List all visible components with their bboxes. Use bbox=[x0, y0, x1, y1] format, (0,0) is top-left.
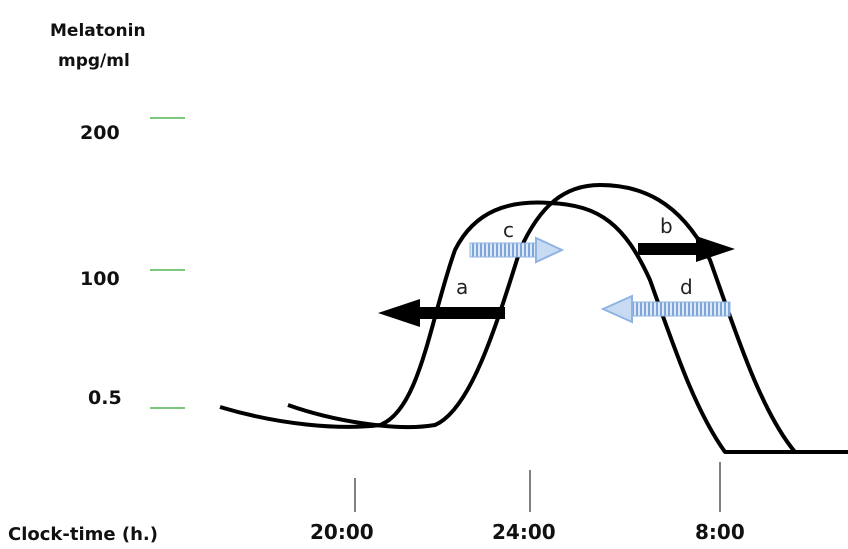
x-axis-title: Clock-time (h.) bbox=[8, 524, 158, 545]
arrow-a-shaft bbox=[415, 307, 505, 319]
arrow-b-label: b bbox=[660, 214, 673, 238]
arrow-b-head bbox=[696, 236, 735, 262]
x-tick-label-24: 24:00 bbox=[492, 520, 556, 544]
x-tick-label-20: 20:00 bbox=[310, 520, 374, 544]
y-axis-title-line1: Melatonin bbox=[50, 21, 146, 41]
arrow-c-label: c bbox=[503, 218, 514, 242]
x-tick-label-8: 8:00 bbox=[695, 520, 745, 544]
arrow-a-head bbox=[378, 299, 420, 327]
arrow-a-label: a bbox=[456, 275, 468, 299]
arrow-d-label: d bbox=[680, 275, 693, 299]
arrow-b-shaft bbox=[638, 243, 700, 255]
y-tick-label-200: 200 bbox=[80, 122, 120, 144]
arrow-c-shaft bbox=[469, 242, 539, 258]
y-axis-title-line2: mpg/ml bbox=[58, 51, 130, 71]
arrow-d-head bbox=[600, 294, 633, 324]
arrow-d-shaft bbox=[629, 301, 731, 317]
arrow-c-head bbox=[535, 236, 565, 264]
melatonin-curve-delayed bbox=[287, 183, 848, 454]
y-tick-label-100: 100 bbox=[80, 268, 120, 290]
y-tick-label-0.5: 0.5 bbox=[88, 387, 122, 409]
